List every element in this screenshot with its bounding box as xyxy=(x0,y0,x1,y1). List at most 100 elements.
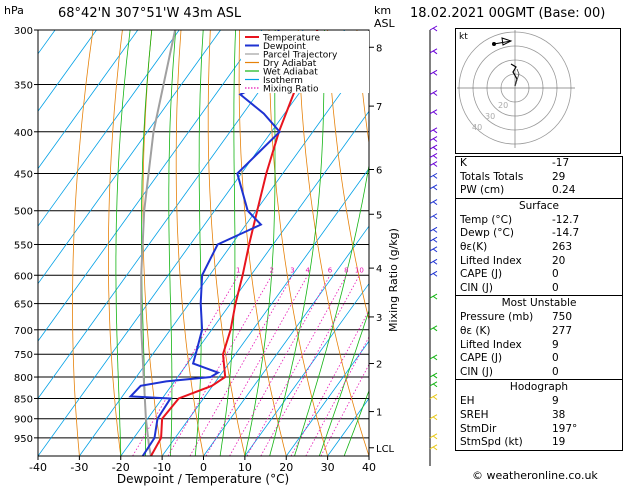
y-axis-tick-label: 550 xyxy=(14,240,33,251)
dry-adiabat xyxy=(207,30,246,456)
unstable-row: Lifted Index 9 xyxy=(460,338,559,351)
wind-barb xyxy=(432,446,438,451)
temperature-line xyxy=(150,30,319,456)
wet-adiabat xyxy=(343,389,369,456)
dewpoint-line xyxy=(128,30,282,456)
x-axis-tick-label: -40 xyxy=(29,461,47,474)
wet-adiabat xyxy=(115,30,131,456)
surface-row: Dewp (°C) -14.7 xyxy=(460,227,580,240)
x-axis-title: Dewpoint / Temperature (°C) xyxy=(117,472,289,486)
hodograph-title: Hodograph xyxy=(509,381,569,394)
mixing-ratio-label: 3 xyxy=(290,266,294,274)
asl-unit-label: ASL xyxy=(374,17,395,30)
most-unstable-title: Most Unstable xyxy=(501,297,577,310)
wind-barb xyxy=(432,238,438,243)
isotherm xyxy=(244,282,369,456)
isotherm xyxy=(38,30,139,170)
mixing-ratio-line xyxy=(229,275,331,456)
km-tick-label: 2 xyxy=(376,360,382,371)
y-axis-tick-label: 500 xyxy=(14,207,33,218)
wind-barb xyxy=(432,138,438,142)
unstable-row: Pressure (mb) 750 xyxy=(460,311,573,324)
km-tick-label: 7 xyxy=(376,102,382,113)
hodo-row: SREH 38 xyxy=(460,408,566,421)
mixing-ratio-label: 4 xyxy=(305,266,310,274)
hodograph-section: Hodograph EH 9 SREH 38 StmDir 197° StmSpd (… xyxy=(456,379,622,449)
hodo-ring-label: 40 xyxy=(472,123,482,132)
km-unit-label: km xyxy=(374,4,392,17)
wind-barb xyxy=(432,295,438,300)
mixing-ratio-line xyxy=(260,275,360,456)
hodo-row: StmDir 197° xyxy=(460,422,578,435)
datetime-title: 18.02.2021 00GMT (Base: 00) xyxy=(410,6,606,21)
wind-barb xyxy=(432,201,438,205)
x-axis-tick-label: 0 xyxy=(200,461,207,474)
isotherm xyxy=(203,225,369,456)
wind-barb xyxy=(432,374,438,379)
wind-barb xyxy=(432,154,438,159)
plot-frame xyxy=(37,29,370,457)
wet-adiabat xyxy=(168,30,177,456)
hpa-unit-label: hPa xyxy=(4,4,24,17)
dry-adiabat xyxy=(327,30,369,322)
wet-adiabat xyxy=(219,30,236,456)
y-axis-tick-label: 850 xyxy=(14,394,33,405)
mixing-ratio-label: 2 xyxy=(270,266,274,274)
surface-row: CAPE (J) 0 xyxy=(460,268,559,281)
legend-entry: Isotherm xyxy=(263,76,303,86)
y-axis-tick-label: 700 xyxy=(14,326,33,337)
surface-row: θε(K) 263 xyxy=(460,240,573,253)
isotherm xyxy=(38,30,97,112)
legend-entry: Dry Adiabat xyxy=(263,59,317,69)
legend-box xyxy=(241,31,369,93)
wind-barb xyxy=(432,327,438,332)
hodo-row: StmSpd (kt) 19 xyxy=(460,436,566,449)
hodograph: kt 20 30 40 xyxy=(455,28,621,154)
dry-adiabat xyxy=(142,30,163,456)
mixing-ratio-label: 6 xyxy=(328,266,333,274)
km-tick-label: LCL xyxy=(376,444,395,455)
wind-barb xyxy=(432,146,438,151)
mixing-ratio-line xyxy=(246,275,347,456)
x-axis-tick-label: 20 xyxy=(279,461,293,474)
y-axis-tick-label: 400 xyxy=(14,128,33,139)
legend-entry: Temperature xyxy=(262,34,320,44)
mixing-ratio-line xyxy=(320,363,369,456)
parcel-trajectory-line xyxy=(140,30,177,456)
wind-barb xyxy=(432,111,438,116)
hodo-row: EH 9 xyxy=(460,395,559,408)
index-row: PW (cm) 0.24 xyxy=(460,184,576,197)
y-axis-tick-label: 950 xyxy=(14,434,33,445)
hodo-unit-label: kt xyxy=(459,32,468,42)
wind-barb xyxy=(432,163,438,167)
dry-adiabat xyxy=(356,30,369,146)
wind-barb xyxy=(432,27,438,32)
x-axis-tick-label: -20 xyxy=(112,461,130,474)
wind-barb xyxy=(432,174,438,179)
y-axis-tick-label: 900 xyxy=(14,415,33,426)
unstable-row: θε (K) 277 xyxy=(460,324,573,337)
dry-adiabat xyxy=(297,30,369,456)
surface-row: Temp (°C) -12.7 xyxy=(460,213,580,226)
hodo-ring-label: 30 xyxy=(485,112,495,121)
location-title: 68°42'N 307°51'W 43m ASL xyxy=(58,6,242,21)
wind-barb xyxy=(432,92,438,96)
y-axis-tick-label: 600 xyxy=(14,271,33,282)
y-axis-tick-label: 750 xyxy=(14,350,33,361)
surface-row: Lifted Index 20 xyxy=(460,254,566,267)
isotherm xyxy=(285,340,369,456)
copyright-footer: © weatheronline.co.uk xyxy=(472,469,598,482)
wind-barb xyxy=(432,272,438,277)
isotherm xyxy=(79,53,369,456)
hodo-ring-label: 20 xyxy=(498,101,508,110)
legend-entry: Parcel Trajectory xyxy=(263,51,338,61)
mixing-ratio-line xyxy=(305,336,369,456)
wind-barb xyxy=(432,129,438,134)
isotherm xyxy=(38,30,346,456)
legend-entry: Dewpoint xyxy=(263,42,306,52)
mixing-ratio-label: 25 xyxy=(411,266,420,274)
wet-adiabat xyxy=(318,309,369,456)
hodo-trace-2 xyxy=(514,68,520,87)
x-axis-tick-label: -30 xyxy=(70,461,88,474)
